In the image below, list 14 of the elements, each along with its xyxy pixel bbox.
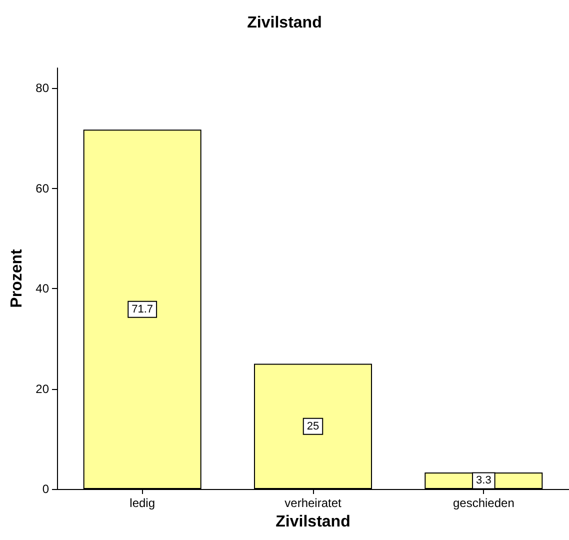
chart-title: Zivilstand <box>247 14 322 32</box>
x-tick-label: geschieden <box>452 496 514 510</box>
data-label: 25 <box>306 420 320 432</box>
x-tick-label: ledig <box>130 496 156 510</box>
y-tick-label: 20 <box>36 382 50 396</box>
y-tick-label: 60 <box>36 181 50 196</box>
data-label: 3.3 <box>476 474 492 487</box>
x-tick-label: verheiratet <box>284 496 342 510</box>
data-label: 71.7 <box>132 303 154 316</box>
y-tick-label: 80 <box>36 81 50 96</box>
y-axis-title: Prozent <box>8 248 26 308</box>
y-tick-label: 40 <box>36 282 50 296</box>
y-tick-label: 0 <box>42 482 50 496</box>
x-axis-title: Zivilstand <box>276 513 350 530</box>
